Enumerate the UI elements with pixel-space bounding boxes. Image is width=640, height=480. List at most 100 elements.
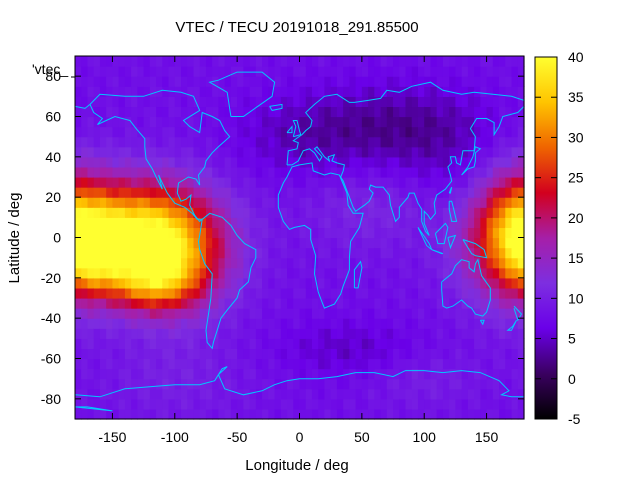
heatmap-cell <box>162 298 170 309</box>
heatmap-cell <box>355 247 363 259</box>
heatmap-cell <box>205 106 213 118</box>
heatmap-cell <box>243 166 251 178</box>
heatmap-cell <box>143 398 151 410</box>
heatmap-cell <box>467 197 475 208</box>
heatmap-cell <box>199 217 207 229</box>
heatmap-cell <box>118 76 126 87</box>
heatmap-cell <box>380 136 388 148</box>
heatmap-cell <box>118 126 126 138</box>
heatmap-cell <box>193 116 201 128</box>
heatmap-cell <box>480 106 488 118</box>
heatmap-cell <box>137 76 145 87</box>
heatmap-cell <box>93 146 101 158</box>
heatmap-cell <box>505 126 513 138</box>
heatmap-cell <box>349 368 357 380</box>
heatmap-cell <box>93 378 101 390</box>
heatmap-cell <box>461 388 469 400</box>
heatmap-cell <box>268 156 276 168</box>
heatmap-cell <box>118 66 126 77</box>
heatmap-cell <box>156 187 163 198</box>
heatmap-cell <box>174 368 182 380</box>
heatmap-cell <box>106 358 114 370</box>
heatmap-cell <box>93 106 101 118</box>
heatmap-cell <box>305 116 313 128</box>
heatmap-cell <box>368 388 375 400</box>
heatmap-cell <box>324 277 332 289</box>
heatmap-cell <box>143 358 151 370</box>
heatmap-cell <box>505 368 513 380</box>
heatmap-cell <box>112 277 120 289</box>
heatmap-cell <box>467 358 475 370</box>
heatmap-cell <box>280 408 288 420</box>
heatmap-cell <box>380 277 388 289</box>
heatmap-cell <box>280 86 288 97</box>
heatmap-cell <box>449 106 457 118</box>
heatmap-cell <box>517 66 525 77</box>
heatmap-cell <box>393 96 400 108</box>
heatmap-cell <box>262 156 269 168</box>
heatmap-cell <box>311 56 319 67</box>
heatmap-cell <box>492 76 500 87</box>
heatmap-cell <box>99 66 107 77</box>
heatmap-cell <box>455 287 463 299</box>
heatmap-cell <box>517 358 525 370</box>
heatmap-cell <box>492 156 500 168</box>
heatmap-cell <box>330 166 338 178</box>
heatmap-cell <box>449 177 457 188</box>
heatmap-cell <box>505 227 513 239</box>
heatmap-cell <box>330 287 338 299</box>
heatmap-cell <box>399 56 407 67</box>
heatmap-cell <box>262 116 269 128</box>
heatmap-cell <box>193 277 201 289</box>
heatmap-cell <box>368 338 375 350</box>
heatmap-cell <box>368 247 375 259</box>
heatmap-cell <box>492 267 500 279</box>
heatmap-cell <box>380 348 388 360</box>
heatmap-cell <box>430 257 438 269</box>
heatmap-cell <box>330 197 338 208</box>
heatmap-cell <box>174 237 182 249</box>
heatmap-cell <box>424 207 432 218</box>
heatmap-cell <box>293 298 301 309</box>
heatmap-cell <box>411 187 419 198</box>
heatmap-cell <box>218 177 226 188</box>
heatmap-cell <box>505 328 513 339</box>
coastline-segment <box>448 186 453 194</box>
heatmap-cell <box>174 66 182 77</box>
heatmap-cell <box>505 177 513 188</box>
heatmap-cell <box>499 328 506 339</box>
heatmap-cell <box>237 328 244 339</box>
heatmap-cell <box>311 318 319 329</box>
heatmap-cell <box>442 56 450 67</box>
heatmap-cell <box>112 76 120 87</box>
heatmap-cell <box>224 378 232 390</box>
heatmap-cell <box>305 76 313 87</box>
heatmap-cell <box>405 388 413 400</box>
heatmap-cell <box>436 328 444 339</box>
heatmap-cell <box>187 398 195 410</box>
heatmap-cell <box>411 56 419 67</box>
heatmap-cell <box>212 177 220 188</box>
heatmap-cell <box>230 146 238 158</box>
heatmap-cell <box>112 348 120 360</box>
heatmap-cell <box>480 328 488 339</box>
heatmap-cell <box>330 116 338 128</box>
heatmap-cell <box>361 197 369 208</box>
heatmap-cell <box>249 338 257 350</box>
heatmap-cell <box>149 146 157 158</box>
heatmap-cell <box>174 126 182 138</box>
heatmap-cell <box>174 227 182 239</box>
heatmap-cell <box>118 86 126 97</box>
heatmap-cell <box>436 287 444 299</box>
heatmap-cell <box>262 66 269 77</box>
heatmap-cell <box>318 378 326 390</box>
heatmap-cell <box>193 126 201 138</box>
heatmap-cell <box>393 298 400 309</box>
heatmap-cell <box>480 338 488 350</box>
heatmap-cell <box>287 237 294 249</box>
heatmap-cell <box>87 136 95 148</box>
heatmap-cell <box>280 267 288 279</box>
heatmap-cell <box>187 96 195 108</box>
heatmap-cell <box>162 247 170 259</box>
heatmap-cell <box>399 96 407 108</box>
